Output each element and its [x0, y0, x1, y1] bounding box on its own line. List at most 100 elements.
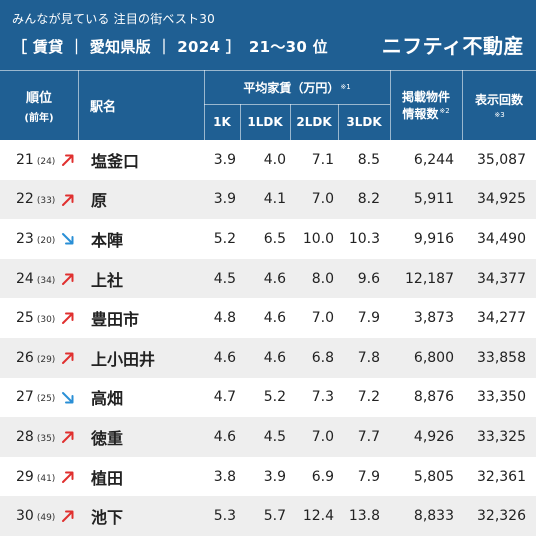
- header-rent-group: 平均家賃（万円） ※1: [243, 80, 351, 95]
- cell-views: 35,087: [477, 151, 526, 168]
- rank-cell: 22 (33): [16, 191, 55, 207]
- cell-r2ldk: 7.1: [311, 151, 334, 168]
- table-row: 28 (35) 徳重 4.6 4.5 7.0 7.7 4,926 33,325: [0, 417, 536, 457]
- cell-r1k: 4.5: [213, 270, 236, 287]
- header-station: 駅名: [90, 99, 117, 115]
- cell-views: 34,490: [477, 230, 526, 247]
- cell-listings: 8,833: [413, 508, 454, 525]
- table-row: 24 (34) 上社 4.5 4.6 8.0 9.6 12,187 34,377: [0, 258, 536, 299]
- cell-r1k: 4.6: [213, 349, 236, 366]
- rank-previous: (24): [36, 156, 56, 167]
- rank-cell: 28 (35): [16, 429, 55, 445]
- rank-current: 24: [16, 270, 34, 287]
- cell-r3ldk: 7.9: [357, 468, 380, 485]
- station-name: 本陣: [91, 230, 124, 250]
- cell-r1ldk: 4.6: [263, 270, 286, 287]
- cell-listings: 5,911: [413, 191, 454, 208]
- cell-r3ldk: 13.8: [348, 508, 380, 525]
- station-name: 豊田市: [91, 310, 140, 330]
- cell-views: 34,377: [477, 270, 526, 287]
- station-name: 池下: [91, 508, 124, 528]
- trend-down-arrow-icon: [62, 391, 74, 404]
- station-name: 上社: [91, 270, 124, 290]
- rank-previous: (34): [36, 275, 56, 286]
- station-name: 高畑: [91, 389, 124, 409]
- station-name: 上小田井: [91, 349, 156, 369]
- header-rent-1ldk: 1LDK: [247, 115, 283, 129]
- cell-r3ldk: 8.5: [357, 151, 380, 168]
- cell-r2ldk: 6.8: [311, 349, 334, 366]
- cell-r3ldk: 7.7: [357, 428, 380, 445]
- station-name: 塩釜口: [91, 151, 140, 171]
- rank-current: 30: [16, 508, 34, 525]
- cell-r1ldk: 3.9: [263, 468, 286, 485]
- rank-current: 29: [16, 468, 34, 485]
- cell-r3ldk: 7.9: [357, 310, 380, 327]
- cell-r2ldk: 7.0: [311, 191, 334, 208]
- header-divider: [338, 104, 339, 140]
- cell-r1ldk: 4.5: [263, 428, 286, 445]
- table-row: 25 (30) 豊田市 4.8 4.6 7.0 7.9 3,873 34,277: [0, 298, 536, 338]
- brand-logo: ニフティ不動産: [381, 34, 524, 58]
- rank-previous: (35): [36, 433, 56, 444]
- cell-views: 33,858: [477, 349, 526, 366]
- cell-views: 33,325: [477, 428, 526, 445]
- cell-r1k: 5.2: [213, 230, 236, 247]
- table-row: 22 (33) 原 3.9 4.1 7.0 8.2 5,911 34,925: [0, 179, 536, 220]
- rank-cell: 24 (34): [16, 271, 55, 287]
- cell-r1k: 3.9: [213, 191, 236, 208]
- cell-r2ldk: 7.0: [311, 310, 334, 327]
- trend-up-arrow-icon: [62, 471, 74, 483]
- cell-listings: 4,926: [413, 428, 454, 445]
- trend-up-arrow-icon: [62, 352, 74, 364]
- header-rank: 順位 (前年): [24, 90, 54, 124]
- cell-r1k: 4.8: [213, 310, 236, 327]
- rank-previous: (30): [36, 315, 56, 326]
- rank-current: 22: [16, 191, 34, 208]
- header-divider: [78, 70, 79, 140]
- cell-listings: 3,873: [413, 310, 454, 327]
- rank-previous: (20): [36, 235, 56, 246]
- cell-r1k: 4.7: [213, 389, 236, 406]
- cell-views: 34,925: [477, 191, 526, 208]
- cell-r2ldk: 8.0: [311, 270, 334, 287]
- rank-current: 25: [16, 310, 34, 327]
- cell-views: 32,361: [477, 468, 526, 485]
- cell-r1ldk: 5.2: [263, 389, 286, 406]
- rank-cell: 29 (41): [16, 469, 55, 485]
- cell-r1k: 3.8: [213, 468, 236, 485]
- cell-r2ldk: 7.3: [311, 389, 334, 406]
- header-rent-2ldk: 2LDK: [296, 115, 332, 129]
- trend-down-arrow-icon: [62, 233, 74, 245]
- cell-r2ldk: 12.4: [302, 508, 334, 525]
- table-row: 21 (24) 塩釜口 3.9 4.0 7.1 8.5 6,244 35,087: [0, 140, 536, 180]
- cell-listings: 5,805: [413, 468, 454, 485]
- rank-current: 26: [16, 349, 34, 366]
- cell-views: 34,277: [477, 310, 526, 327]
- cell-r2ldk: 7.0: [311, 428, 334, 445]
- rank-cell: 21 (24): [16, 152, 55, 168]
- header-rent-1k: 1K: [213, 115, 231, 129]
- cell-r3ldk: 7.2: [357, 389, 380, 406]
- cell-r2ldk: 6.9: [311, 468, 334, 485]
- station-name: 原: [91, 191, 108, 211]
- cell-r1ldk: 4.6: [263, 310, 286, 327]
- table-row: 30 (49) 池下 5.3 5.7 12.4 13.8 8,833 32,326: [0, 496, 536, 536]
- cell-r3ldk: 9.6: [357, 270, 380, 287]
- cell-r2ldk: 10.0: [302, 230, 334, 247]
- rank-current: 28: [16, 428, 34, 445]
- cell-listings: 8,876: [413, 389, 454, 406]
- cell-r1k: 4.6: [213, 428, 236, 445]
- header-divider: [462, 70, 463, 140]
- header-divider: [390, 70, 391, 140]
- header-divider: [240, 104, 241, 140]
- banner-subtitle: みんなが見ている 注目の街ベスト30: [12, 12, 215, 26]
- table-row: 26 (29) 上小田井 4.6 4.6 6.8 7.8 6,800 33,858: [0, 337, 536, 378]
- header-subdivider: [204, 104, 390, 105]
- cell-listings: 6,244: [413, 151, 454, 168]
- rank-previous: (25): [36, 394, 56, 405]
- rank-cell: 23 (20): [16, 231, 55, 247]
- rank-cell: 30 (49): [16, 508, 55, 524]
- rank-previous: (41): [36, 473, 56, 484]
- cell-r3ldk: 7.8: [357, 349, 380, 366]
